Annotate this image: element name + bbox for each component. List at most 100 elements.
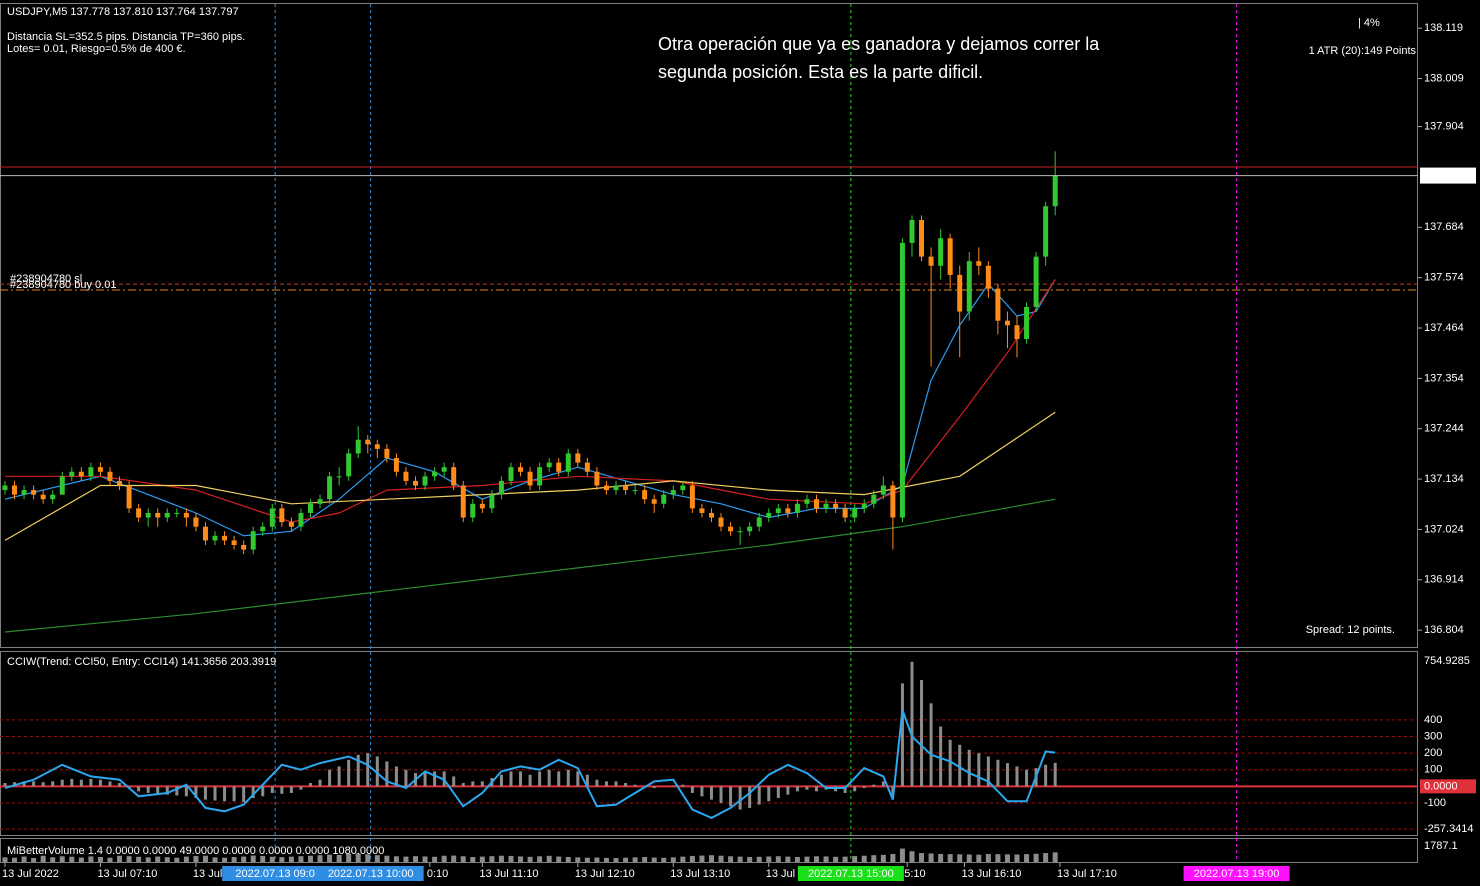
- candle-body: [269, 508, 275, 527]
- y-tick-label: 138.119: [1424, 22, 1463, 34]
- cci-bar: [98, 779, 102, 787]
- cci-bar: [948, 739, 952, 787]
- cci-bar: [366, 753, 370, 787]
- candle-body: [747, 526, 753, 532]
- volume-bar: [728, 856, 734, 862]
- candle-body: [1004, 320, 1010, 326]
- cci-bar: [900, 683, 904, 787]
- cci-line: [4, 709, 1056, 820]
- cci-tick-label: 200: [1424, 747, 1442, 759]
- candle-body: [2, 485, 8, 491]
- volume-bar: [909, 851, 915, 862]
- volume-bar: [938, 853, 944, 862]
- cci-bar: [22, 781, 26, 787]
- marks: 136.804 136.914 137.024 137.134 137.244 137.3…: [0, 4, 1476, 881]
- cci-bar: [356, 754, 360, 787]
- volume-bar: [747, 856, 753, 862]
- volume-bar: [451, 855, 457, 862]
- candle-body: [1024, 306, 1030, 340]
- cci-bar: [41, 782, 45, 787]
- cci-tick-label: -257.3414: [1424, 823, 1474, 835]
- moving-average: [4, 498, 1056, 633]
- y-tick-label: 137.134: [1424, 473, 1464, 485]
- candle-body: [202, 526, 208, 541]
- y-tick-label: 137.904: [1424, 121, 1464, 133]
- cci-tick-label: 400: [1424, 714, 1442, 726]
- volume-bar: [852, 856, 858, 862]
- cci-bar: [242, 786, 246, 803]
- candle-body: [708, 512, 714, 518]
- info-line: Lotes= 0.01, Riesgo=0.5% de 400 €.: [7, 43, 186, 55]
- volume-bar: [193, 856, 199, 862]
- cci-bar: [595, 779, 599, 787]
- candle-body: [193, 517, 199, 527]
- candle-body: [183, 512, 189, 518]
- candle-body: [136, 508, 142, 518]
- candle-body: [737, 531, 743, 533]
- x-tick-label: 13 Jul 12:10: [575, 868, 635, 880]
- cci-bar: [375, 756, 379, 787]
- candle-body: [59, 476, 65, 495]
- cci-bar: [261, 786, 265, 797]
- candle-body: [422, 476, 428, 486]
- volume-bar: [537, 856, 543, 862]
- cci-bar: [671, 785, 675, 787]
- volume-bar: [823, 856, 829, 862]
- cci-bar: [328, 769, 332, 787]
- cci-bar: [795, 786, 799, 792]
- volume-bar: [155, 856, 161, 862]
- cci-bar: [461, 783, 465, 787]
- candle-body: [31, 490, 37, 495]
- cci-bar: [308, 783, 312, 787]
- candle-body: [374, 444, 380, 449]
- cci-bar: [394, 766, 398, 787]
- volume-bar: [689, 855, 695, 862]
- volume-bar: [441, 855, 447, 862]
- cci-bar: [805, 786, 809, 790]
- candle-body: [413, 480, 419, 486]
- volume-bar: [260, 855, 266, 862]
- volume-bar: [766, 856, 772, 862]
- cci-bar: [862, 786, 866, 789]
- cci-bar: [1025, 769, 1029, 787]
- zero-box: [1420, 779, 1476, 794]
- candle-body: [603, 485, 609, 491]
- volume-bar: [871, 855, 877, 862]
- x-tick-label: 13 Jul 2022: [2, 868, 59, 880]
- candle-body: [775, 508, 781, 513]
- candle-body: [403, 471, 409, 481]
- cci-bar: [853, 786, 857, 792]
- candle-body: [155, 512, 161, 518]
- cci-bar: [519, 771, 523, 787]
- candle-body: [212, 535, 218, 541]
- cci-bar: [566, 769, 570, 787]
- cci-bar: [137, 786, 141, 792]
- cci-bar: [89, 778, 93, 787]
- annotation: segunda posición. Esta es la parte dific…: [658, 62, 983, 82]
- cci-bar: [528, 774, 532, 787]
- cci-bar: [60, 779, 64, 787]
- volume-frame: [0, 838, 1418, 863]
- candle-body: [1043, 206, 1049, 257]
- candle-body: [852, 508, 858, 518]
- candle-body: [642, 490, 648, 500]
- volume-bar: [432, 856, 438, 862]
- volume-bar: [355, 853, 361, 862]
- cci-bar: [767, 786, 771, 802]
- cci-bar: [1015, 766, 1019, 787]
- volume-bar: [336, 855, 342, 862]
- cci-bar: [32, 781, 36, 787]
- volume-bar: [785, 856, 791, 862]
- candle-body: [498, 480, 504, 495]
- cci-bar: [881, 781, 885, 787]
- candle-body: [565, 453, 571, 472]
- cci-bar: [404, 769, 408, 787]
- cci-tick-label: 300: [1424, 730, 1442, 742]
- moving-average: [5, 279, 1056, 523]
- volume-bar: [584, 857, 590, 862]
- candle-body: [804, 499, 810, 504]
- volume-bar: [623, 857, 629, 862]
- last-price: 137.797: [1424, 170, 1464, 182]
